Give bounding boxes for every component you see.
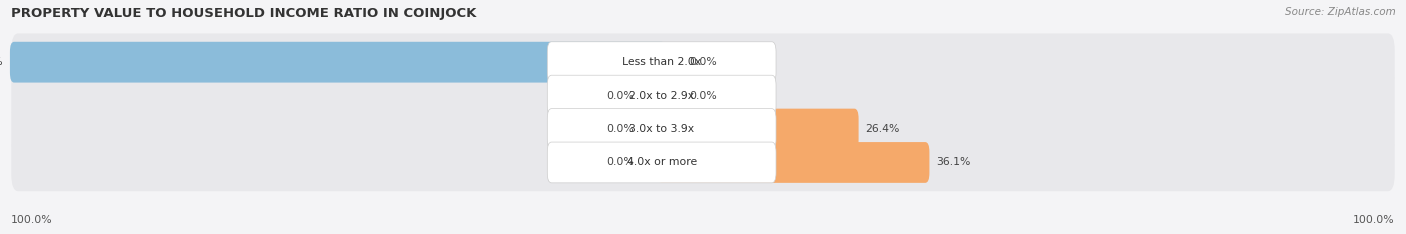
Text: 4.0x or more: 4.0x or more (627, 157, 697, 168)
FancyBboxPatch shape (658, 109, 859, 150)
FancyBboxPatch shape (10, 42, 666, 83)
FancyBboxPatch shape (11, 33, 1395, 91)
FancyBboxPatch shape (11, 67, 1395, 124)
FancyBboxPatch shape (658, 142, 929, 183)
Text: 2.0x to 2.9x: 2.0x to 2.9x (628, 91, 695, 101)
Text: PROPERTY VALUE TO HOUSEHOLD INCOME RATIO IN COINJOCK: PROPERTY VALUE TO HOUSEHOLD INCOME RATIO… (11, 7, 477, 20)
Text: 26.4%: 26.4% (866, 124, 900, 134)
Text: 0.0%: 0.0% (606, 157, 634, 168)
FancyBboxPatch shape (11, 100, 1395, 158)
FancyBboxPatch shape (547, 42, 776, 83)
FancyBboxPatch shape (547, 75, 776, 116)
Text: 100.0%: 100.0% (11, 215, 53, 225)
Text: 0.0%: 0.0% (689, 57, 717, 67)
Text: 3.0x to 3.9x: 3.0x to 3.9x (628, 124, 695, 134)
Text: 0.0%: 0.0% (606, 124, 634, 134)
Text: 0.0%: 0.0% (606, 91, 634, 101)
FancyBboxPatch shape (11, 134, 1395, 191)
Text: 36.1%: 36.1% (936, 157, 970, 168)
Text: 100.0%: 100.0% (0, 57, 3, 67)
Text: Source: ZipAtlas.com: Source: ZipAtlas.com (1285, 7, 1396, 17)
FancyBboxPatch shape (547, 109, 776, 150)
Text: 0.0%: 0.0% (689, 91, 717, 101)
Text: 100.0%: 100.0% (1353, 215, 1395, 225)
Text: Less than 2.0x: Less than 2.0x (621, 57, 702, 67)
FancyBboxPatch shape (547, 142, 776, 183)
